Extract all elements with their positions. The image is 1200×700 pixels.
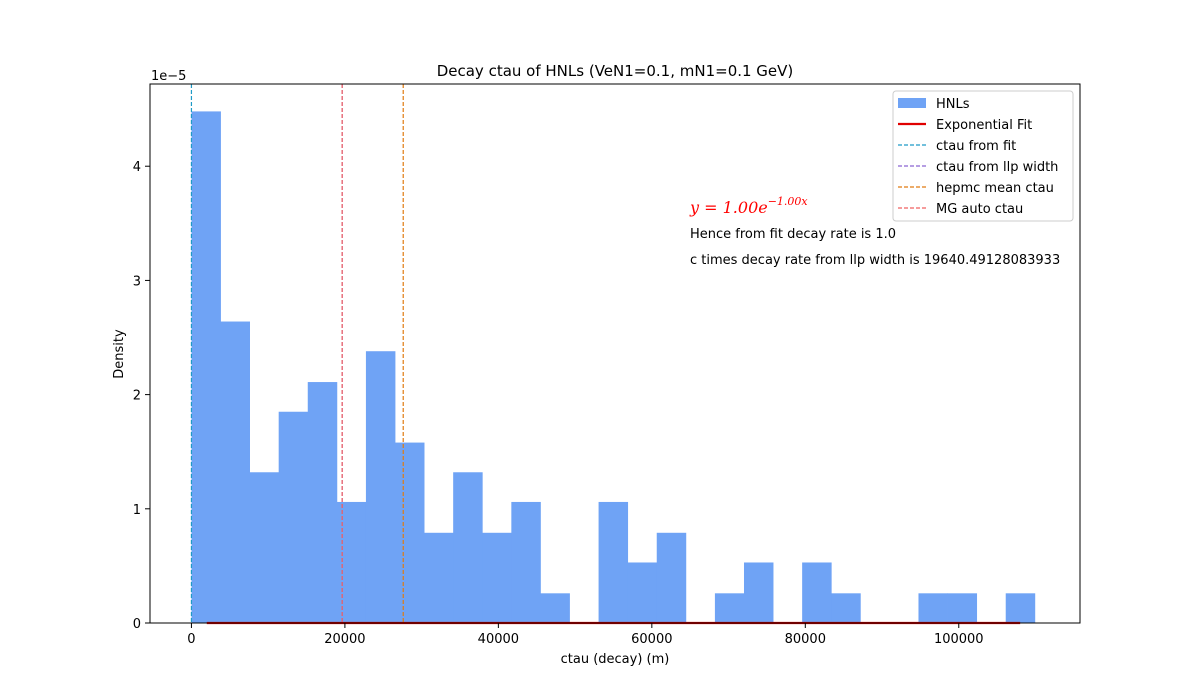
legend-label: MG auto ctau <box>936 202 1023 217</box>
histogram-bar <box>307 382 338 623</box>
histogram-bar <box>598 501 629 623</box>
y-tick-label: 1 <box>133 503 141 518</box>
histogram-bar <box>365 351 396 623</box>
y-axis-label: Density <box>112 329 127 379</box>
legend-label: ctau from llp width <box>936 160 1058 175</box>
histogram-bar <box>249 472 280 623</box>
histogram-bar <box>656 532 687 623</box>
x-tick-label: 80000 <box>785 632 826 647</box>
histogram-bar <box>395 442 425 623</box>
legend: HNLs Exponential Fit ctau from fit ctau fro… <box>892 90 1074 222</box>
fit-formula-base: y = 1.00e <box>689 198 768 217</box>
histogram-bar <box>831 593 861 623</box>
legend-label: hepmc mean ctau <box>936 181 1054 196</box>
histogram-bar <box>511 501 541 623</box>
histogram-bars <box>191 111 1036 624</box>
histogram-bar <box>482 532 512 623</box>
chart-title: Decay ctau of HNLs (VeN1=0.1, mN1=0.1 Ge… <box>437 62 794 80</box>
llp-width-annotation: c times decay rate from llp width is 196… <box>690 253 1060 268</box>
legend-label: HNLs <box>936 97 970 112</box>
histogram-bar <box>947 593 978 623</box>
plot-frame <box>149 83 1081 624</box>
histogram-bar <box>453 472 483 623</box>
histogram-bar <box>191 111 221 624</box>
legend-patch <box>898 98 926 108</box>
histogram-bar <box>540 593 570 623</box>
fit-formula: y = 1.00e−1.00x <box>689 195 808 217</box>
y-axis-ticks: 0 1 2 3 4 <box>133 160 150 632</box>
x-tick-label: 100000 <box>934 632 984 647</box>
y-tick-label: 2 <box>133 389 141 404</box>
histogram-bar <box>743 562 774 623</box>
x-tick-label: 40000 <box>478 632 519 647</box>
x-tick-label: 20000 <box>324 632 365 647</box>
legend-box <box>892 90 1074 222</box>
x-axis-ticks: 0 20000 40000 60000 80000 100000 <box>187 623 984 647</box>
histogram-bar <box>714 593 745 623</box>
y-tick-label: 0 <box>133 617 141 632</box>
y-tick-label: 3 <box>133 274 141 289</box>
x-tick-label: 0 <box>187 632 195 647</box>
histogram-bar <box>278 411 309 623</box>
decay-rate-annotation: Hence from fit decay rate is 1.0 <box>690 227 896 242</box>
histogram-bar <box>220 321 250 623</box>
histogram-bar <box>424 532 454 623</box>
x-tick-label: 60000 <box>631 632 672 647</box>
legend-label: Exponential Fit <box>936 118 1032 133</box>
histogram-bar <box>918 593 948 623</box>
histogram-bar <box>627 562 658 623</box>
x-axis-label: ctau (decay) (m) <box>561 652 670 667</box>
histogram-bar <box>1005 593 1036 623</box>
histogram-bar <box>802 562 832 623</box>
y-tick-label: 4 <box>133 160 141 175</box>
histogram-bar <box>336 501 367 623</box>
y-offset-label: 1e−5 <box>151 69 186 84</box>
legend-label: ctau from fit <box>936 139 1016 154</box>
fit-formula-exponent: −1.00x <box>768 195 809 208</box>
